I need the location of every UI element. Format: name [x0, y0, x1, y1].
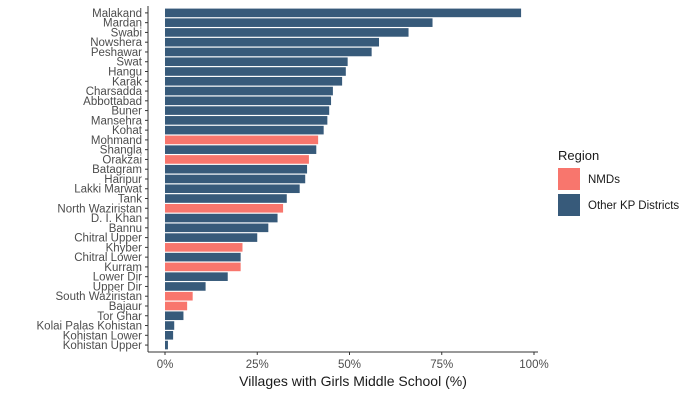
bar-mohmand	[165, 135, 319, 145]
category-label: Bannu	[109, 223, 142, 235]
bar-swabi	[165, 28, 409, 37]
legend-entries: NMDs Other KP Districts	[558, 168, 679, 216]
category-label: Mohmand	[91, 135, 142, 147]
bar-bannu	[165, 223, 269, 233]
bar-upper-dir	[165, 282, 206, 291]
category-label: Swabi	[111, 27, 142, 39]
bar-nowshera	[165, 37, 380, 47]
category-label: Malakand	[92, 8, 142, 20]
bar-hangu	[165, 67, 346, 76]
category-label: Lower Dir	[93, 272, 142, 284]
bar-tank	[165, 194, 287, 203]
bar-south-waziristan	[165, 291, 193, 301]
category-label: Kohistan Upper	[63, 340, 142, 352]
category-label: Karak	[112, 76, 142, 88]
category-label: South Waziristan	[56, 291, 143, 303]
category-label: Peshawar	[91, 47, 142, 59]
bar-orakzai	[165, 155, 309, 164]
bar-abbottabad	[165, 96, 332, 106]
legend-label: Other KP Districts	[588, 200, 679, 212]
category-labels: MalakandMardanSwabiNowsheraPeshawarSwatH…	[37, 8, 148, 352]
bars-group	[165, 8, 522, 350]
category-label: Orakzai	[102, 154, 142, 166]
category-label: Kolai Palas Kohistan	[37, 321, 142, 333]
bar-haripur	[165, 174, 306, 184]
category-label: Chitral Lower	[74, 252, 142, 264]
category-label: Kohat	[112, 125, 143, 137]
legend: Region NMDs Other KP Districts	[558, 148, 679, 216]
bar-tor-ghar	[165, 311, 184, 321]
category-label: Mardan	[103, 18, 142, 30]
category-label: Upper Dir	[93, 281, 142, 293]
bar-shangla	[165, 145, 317, 154]
legend-key-other-kp-districts	[558, 194, 580, 216]
bar-mansehra	[165, 116, 328, 125]
category-label: Bajaur	[109, 301, 142, 313]
x-tick-label: 50%	[338, 359, 361, 371]
category-label: Swat	[116, 57, 142, 69]
bar-chitral-upper	[165, 233, 258, 242]
bar-kohistan-upper	[165, 340, 168, 350]
bar-khyber	[165, 243, 243, 252]
bar-karak	[165, 76, 343, 86]
category-label: Batagram	[92, 164, 142, 176]
x-tick-label: 25%	[246, 359, 269, 371]
bar-peshawar	[165, 47, 372, 57]
bar-bajaur	[165, 301, 188, 311]
category-label: Khyber	[106, 242, 143, 254]
x-axis-title: Villages with Girls Middle School (%)	[239, 373, 467, 389]
bar-kolai-palas-kohistan	[165, 321, 175, 330]
bar-buner	[165, 106, 330, 115]
bar-lakki-marwat	[165, 184, 300, 194]
bar-kohat	[165, 125, 324, 135]
legend-key-nmds	[558, 168, 580, 190]
category-label: D. I. Khan	[91, 213, 142, 225]
x-tick-label: 0%	[157, 359, 174, 371]
category-label: Lakki Marwat	[74, 184, 143, 196]
category-label: Hangu	[108, 67, 142, 79]
x-axis-ticks: 0% 25% 50% 75% 100%	[157, 351, 549, 371]
category-label: Chitral Upper	[74, 233, 142, 245]
category-label: Kurram	[104, 262, 142, 274]
bar-batagram	[165, 164, 308, 174]
category-label: Nowshera	[90, 37, 142, 49]
bar-chitral-lower	[165, 252, 241, 262]
legend-label: NMDs	[588, 174, 620, 186]
category-label: Tor Ghar	[97, 311, 142, 323]
bar-kohistan-lower	[165, 330, 174, 340]
x-tick-label: 100%	[519, 359, 548, 371]
bar-north-waziristan	[165, 203, 284, 213]
category-label: Mansehra	[91, 115, 143, 127]
x-tick-label: 75%	[430, 359, 453, 371]
bar-mardan	[165, 18, 433, 27]
category-label: Charsadda	[86, 86, 143, 98]
category-label: Abbottabad	[83, 96, 142, 108]
category-label: Kohistan Lower	[63, 330, 142, 342]
category-label: Buner	[111, 106, 142, 118]
category-label: Shangla	[100, 145, 143, 157]
category-label: Tank	[118, 194, 143, 206]
bar-d-i-khan	[165, 213, 278, 223]
bar-kurram	[165, 262, 241, 272]
category-label: Haripur	[104, 174, 142, 186]
category-label: North Waziristan	[57, 203, 142, 215]
bar-charsadda	[165, 86, 333, 96]
legend-title: Region	[558, 148, 599, 163]
bar-malakand	[165, 8, 522, 18]
bar-lower-dir	[165, 272, 228, 281]
bar-swat	[165, 57, 348, 67]
